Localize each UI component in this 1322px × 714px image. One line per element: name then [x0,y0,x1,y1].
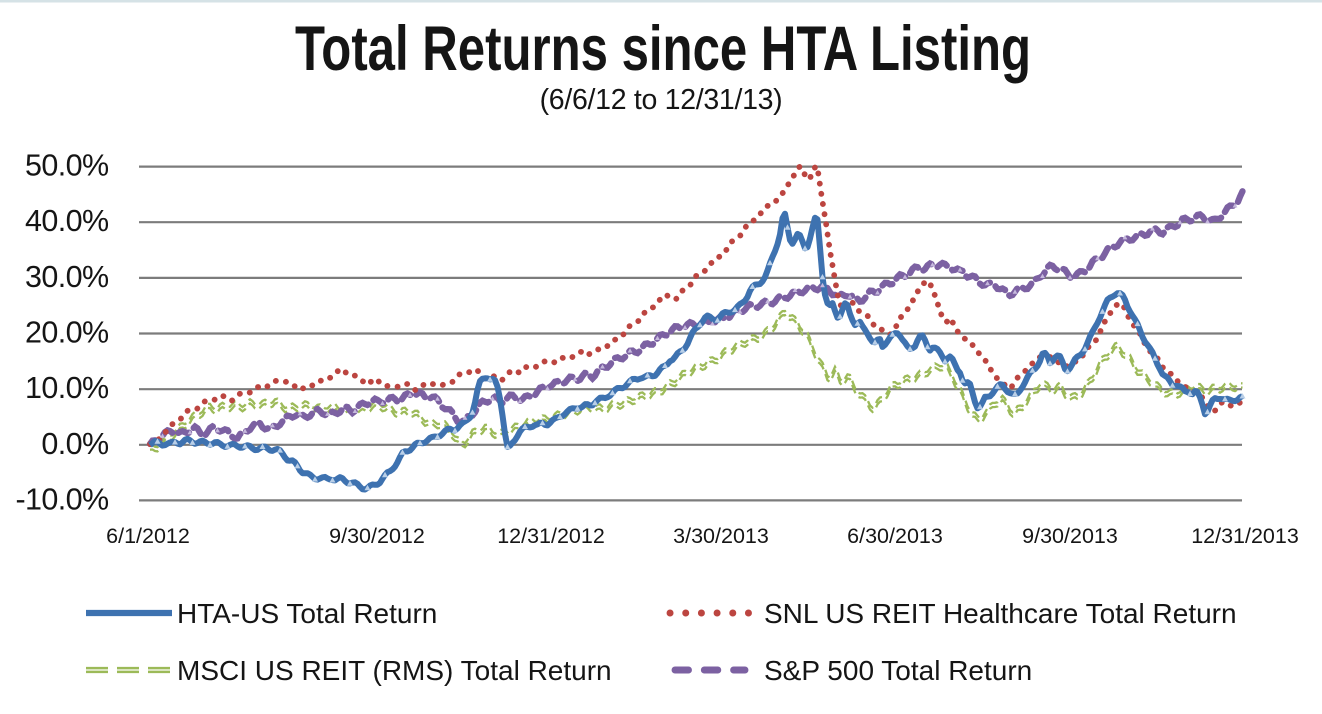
svg-text:12/31/2012: 12/31/2012 [497,524,605,548]
svg-text:MSCI US REIT (RMS) Total Retur: MSCI US REIT (RMS) Total Return [177,655,612,686]
svg-text:12/31/2013: 12/31/2013 [1191,524,1299,548]
svg-text:20.0%: 20.0% [25,316,109,350]
svg-text:3/30/2013: 3/30/2013 [673,524,769,548]
svg-text:Total Returns since HTA Listin: Total Returns since HTA Listing [295,13,1031,83]
svg-text:6/30/2013: 6/30/2013 [847,524,943,548]
svg-text:0.0%: 0.0% [41,427,109,461]
svg-text:6/1/2012: 6/1/2012 [106,524,190,548]
svg-text:9/30/2012: 9/30/2012 [329,524,425,548]
svg-text:30.0%: 30.0% [25,260,109,294]
svg-text:(6/6/12 to 12/31/13): (6/6/12 to 12/31/13) [540,84,783,116]
svg-text:40.0%: 40.0% [25,204,109,238]
svg-text:SNL US REIT Healthcare Total R: SNL US REIT Healthcare Total Return [764,598,1237,629]
svg-text:-10.0%: -10.0% [15,482,109,516]
svg-text:50.0%: 50.0% [25,149,109,183]
svg-text:HTA-US Total Return: HTA-US Total Return [177,598,437,629]
svg-text:10.0%: 10.0% [25,371,109,405]
svg-text:9/30/2013: 9/30/2013 [1022,524,1118,548]
svg-text:S&P 500 Total Return: S&P 500 Total Return [764,655,1032,686]
